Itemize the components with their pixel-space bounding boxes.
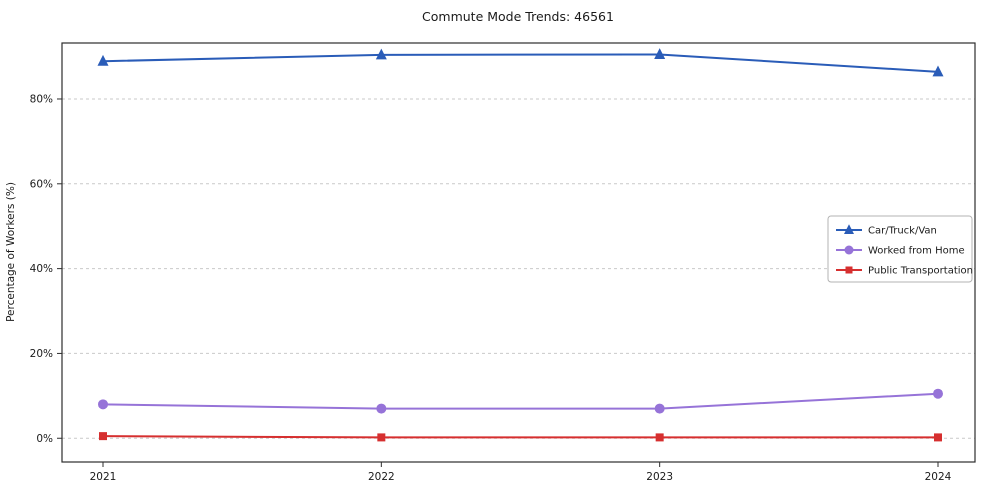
- x-tick-label: 2024: [925, 471, 952, 483]
- triangle-marker: [932, 65, 944, 77]
- series-line: [102, 53, 939, 73]
- triangle-marker: [654, 48, 666, 59]
- x-tick-label: 2022: [368, 471, 395, 483]
- square-marker: [377, 433, 386, 442]
- circle-marker: [376, 403, 387, 414]
- y-axis-label: Percentage of Workers (%): [5, 182, 17, 322]
- square-marker: [845, 266, 853, 274]
- y-tick-label: 60%: [30, 178, 53, 190]
- y-tick-label: 20%: [30, 348, 53, 360]
- series-line: [102, 435, 939, 439]
- triangle-marker: [844, 224, 854, 234]
- y-tick-label: 0%: [36, 433, 53, 445]
- square-marker: [99, 432, 107, 441]
- square-marker: [655, 433, 664, 442]
- circle-marker: [844, 245, 854, 255]
- x-tick-label: 2023: [646, 471, 673, 483]
- chart-title: Commute Mode Trends: 46561: [422, 9, 614, 24]
- triangle-marker: [97, 54, 109, 66]
- triangle-marker: [375, 48, 387, 60]
- legend-label: Public Transportation: [868, 266, 973, 277]
- circle-marker: [933, 388, 943, 399]
- plot-area: 0% 20% 40% 60% 80% 2021 2022 2023 2024 Car/Truck/…: [30, 42, 976, 483]
- legend: [827, 215, 973, 283]
- legend-label: Car/Truck/Van: [868, 226, 937, 237]
- circle-marker: [98, 399, 108, 410]
- x-tick-label: 2021: [90, 471, 117, 483]
- y-tick-label: 40%: [30, 263, 53, 275]
- circle-marker: [654, 403, 665, 414]
- legend-label: Worked from Home: [868, 246, 965, 257]
- series-line: [102, 392, 939, 410]
- y-tick-label: 80%: [30, 93, 53, 105]
- plot-frame: [61, 42, 976, 463]
- square-marker: [934, 433, 942, 442]
